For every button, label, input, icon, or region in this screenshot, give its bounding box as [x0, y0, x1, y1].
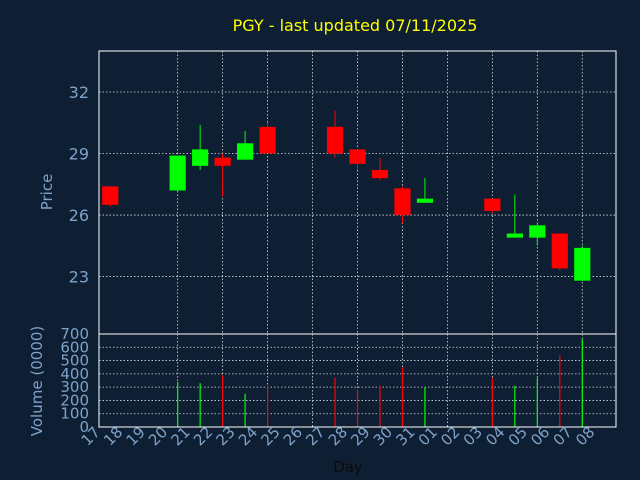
candle	[192, 124, 209, 170]
candle	[574, 245, 591, 281]
candle-body	[326, 126, 344, 154]
candle-body	[484, 198, 501, 211]
volume-y-tick: 200	[60, 391, 89, 409]
candlestick-series	[102, 110, 591, 281]
volume-y-tick: 300	[60, 378, 89, 396]
candle	[326, 110, 344, 158]
candle-body	[237, 143, 254, 160]
candle-body	[102, 186, 119, 205]
candle-body	[259, 126, 276, 154]
candle	[506, 194, 523, 238]
candle-body	[192, 149, 209, 166]
candle	[484, 198, 501, 214]
candle	[169, 155, 186, 193]
candle	[259, 122, 276, 154]
volume-y-tick: 100	[60, 405, 89, 423]
candle	[237, 130, 254, 160]
price-axis-label: Price	[38, 174, 56, 211]
candle	[551, 233, 568, 271]
candle	[214, 153, 231, 197]
price-y-tick-labels: 23 26 29 32	[69, 83, 89, 287]
candle-body	[416, 198, 434, 203]
price-panel: 23 26 29 32 Price	[38, 50, 617, 335]
volume-y-tick: 0	[79, 418, 89, 436]
candle	[529, 223, 546, 246]
candle-body	[371, 169, 389, 179]
volume-axis-label: Volume (0000)	[28, 326, 46, 436]
candle	[349, 149, 366, 170]
candle-body	[214, 157, 231, 166]
candle	[102, 186, 119, 207]
x-tick-labels: 1718192021222324252627282930310102030405…	[78, 423, 599, 449]
candle-body	[169, 155, 186, 191]
candle-body	[529, 225, 546, 238]
price-y-tick: 23	[69, 268, 89, 287]
x-axis-label: Day	[333, 458, 363, 476]
candle	[394, 186, 411, 224]
candle	[416, 178, 434, 203]
price-y-tick: 32	[69, 83, 89, 102]
chart-title: PGY - last updated 07/11/2025	[233, 16, 478, 35]
candle-body	[349, 149, 366, 164]
candle-body	[394, 188, 411, 216]
volume-y-tick: 700	[60, 325, 89, 343]
volume-y-tick: 600	[60, 338, 89, 356]
candle	[371, 157, 389, 181]
price-y-tick: 26	[69, 206, 89, 225]
candle-body	[574, 247, 591, 281]
volume-series	[177, 339, 583, 427]
volume-y-tick: 400	[60, 365, 89, 383]
volume-y-tick: 500	[60, 352, 89, 370]
price-y-tick: 29	[69, 145, 89, 164]
volume-panel-frame	[98, 333, 617, 428]
candle-body	[506, 233, 523, 238]
candle-body	[551, 233, 568, 269]
